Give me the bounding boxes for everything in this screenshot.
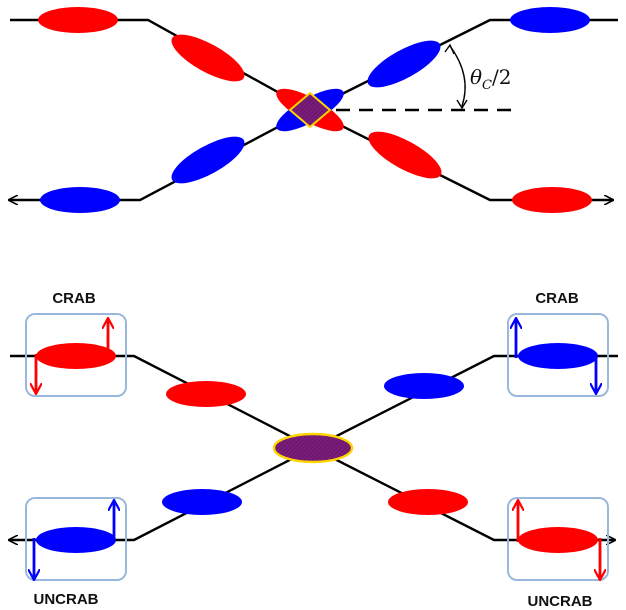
head-on-overlap-region xyxy=(272,432,354,464)
red-bunch xyxy=(512,187,592,213)
uncrab-label-left: UNCRAB xyxy=(34,591,99,608)
blue-bunch-in-uncrab-cavity xyxy=(36,527,116,553)
red-bunch-in-crab-cavity xyxy=(36,343,116,369)
angle-arc-arrowhead-top xyxy=(444,43,455,55)
uncrab-label-right: UNCRAB xyxy=(528,593,593,610)
bottom-diagram: CRAB CRAB UNCRAB UNCRAB xyxy=(10,290,618,610)
red-bunch-in-uncrab-cavity xyxy=(518,527,598,553)
crab-cavity-box-right xyxy=(507,313,609,397)
crab-cavity-box-left xyxy=(25,313,127,397)
luminous-overlap-region xyxy=(288,91,332,129)
crab-label-left: CRAB xyxy=(52,290,95,307)
blue-bunch xyxy=(171,136,245,184)
crossing-angle-arc xyxy=(449,45,466,107)
blue-bunch-in-crab-cavity xyxy=(518,343,598,369)
red-bunch xyxy=(171,34,245,82)
uncrab-cavity-box-right xyxy=(507,497,609,581)
angle-arc-arrowhead-bottom xyxy=(456,99,468,110)
red-bunch xyxy=(38,7,118,33)
crossing-angle-label: θC/2 xyxy=(470,65,511,93)
uncrab-cavity-box-left xyxy=(25,497,127,581)
blue-bunch xyxy=(384,373,464,399)
top-diagram: θC/2 xyxy=(10,7,618,213)
blue-bunch xyxy=(367,40,441,88)
crab-label-right: CRAB xyxy=(535,290,578,307)
blue-bunch xyxy=(40,187,120,213)
blue-bunch xyxy=(162,489,242,515)
red-bunch xyxy=(368,131,442,179)
blue-bunch xyxy=(510,7,590,33)
red-bunch xyxy=(388,489,468,515)
red-bunch xyxy=(166,381,246,407)
